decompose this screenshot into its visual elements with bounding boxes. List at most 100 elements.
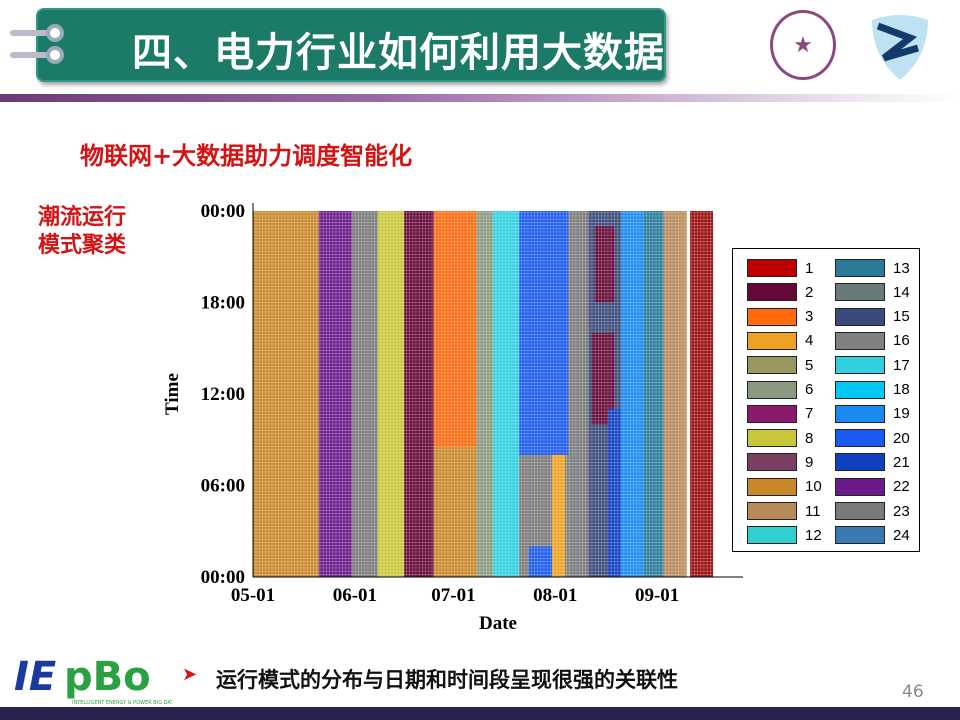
svg-text:IE: IE	[14, 654, 56, 700]
legend-item-15: 15	[835, 306, 910, 328]
legend-swatch	[835, 477, 885, 496]
legend-swatch	[747, 283, 797, 302]
legend-swatch	[747, 259, 797, 277]
side-label-line1: 潮流运行	[38, 205, 127, 230]
legend-item-1: 1	[747, 257, 813, 279]
legend-swatch	[747, 356, 797, 375]
legend-label: 16	[893, 332, 910, 350]
x-tick-label: 05-01	[231, 585, 275, 606]
legend-item-16: 16	[835, 330, 910, 352]
legend-swatch	[835, 453, 885, 472]
svg-text:pBo: pBo	[64, 654, 151, 700]
x-tick-label: 06-01	[333, 585, 377, 606]
legend-item-6: 6	[747, 379, 813, 401]
legend-item-14: 14	[835, 281, 910, 303]
footer-bar	[0, 707, 960, 720]
legend-item-7: 7	[747, 403, 813, 425]
legend-label: 4	[805, 332, 814, 350]
legend-label: 8	[805, 429, 814, 447]
legend-item-13: 13	[835, 257, 910, 279]
legend-swatch	[747, 502, 797, 520]
legend-label: 12	[805, 526, 822, 544]
legend-item-5: 5	[747, 354, 813, 376]
legend-label: 24	[893, 526, 910, 544]
legend-swatch	[835, 259, 885, 277]
legend-swatch	[835, 404, 885, 423]
legend-label: 6	[805, 381, 814, 398]
legend-swatch	[835, 331, 885, 350]
legend-swatch	[835, 526, 885, 545]
legend-swatch	[747, 477, 797, 496]
legend-item-2: 2	[747, 281, 813, 303]
legend-item-22: 22	[835, 476, 910, 498]
page-number: 46	[902, 682, 924, 702]
legend-label: 17	[893, 356, 910, 374]
cluster-heatmap: 05-01 06-01 07-01 08-01 09-01 00:00 06:00 12:00…	[162, 201, 743, 634]
legend-label: 7	[805, 405, 814, 423]
y-tick-label: 00:00	[201, 201, 245, 222]
iepbd-logo: IE pBo INTELLIGENT ENERGY & POWER BIG DA…	[14, 654, 172, 706]
legend-item-4: 4	[747, 330, 813, 352]
legend-label: 18	[893, 381, 910, 398]
y-tick-label: 12:00	[201, 384, 245, 405]
bullet-arrow-icon: ➤	[182, 664, 198, 685]
legend-item-24: 24	[835, 524, 910, 546]
x-axis-label: Date	[479, 613, 517, 634]
legend-label: 20	[893, 429, 910, 447]
legend-label: 21	[893, 453, 910, 471]
legend-item-8: 8	[747, 427, 813, 449]
legend-label: 3	[805, 308, 814, 326]
legend-label: 14	[893, 283, 910, 301]
title-banner: 四、电力行业如何利用大数据	[36, 8, 666, 82]
legend-swatch	[835, 356, 885, 375]
y-tick-label: 18:00	[201, 293, 245, 314]
legend-item-19: 19	[835, 403, 910, 425]
y-tick-label: 06:00	[201, 476, 245, 497]
x-tick-label: 07-01	[431, 585, 475, 606]
shield-logo	[872, 15, 928, 80]
x-tick-label: 09-01	[635, 585, 679, 606]
legend-swatch	[747, 429, 797, 448]
legend-swatch	[835, 283, 885, 302]
legend-item-17: 17	[835, 354, 910, 376]
legend-label: 1	[805, 259, 814, 277]
legend-label: 11	[805, 502, 821, 520]
slide-subtitle: 物联网+大数据助力调度智能化	[80, 142, 413, 170]
legend-swatch	[835, 502, 885, 520]
legend-swatch	[835, 429, 885, 448]
legend-swatch	[747, 380, 797, 399]
legend-swatch	[747, 331, 797, 350]
x-tick-label: 08-01	[533, 585, 577, 606]
legend-item-3: 3	[747, 306, 813, 328]
svg-text:INTELLIGENT ENERGY & POWER BIG: INTELLIGENT ENERGY & POWER BIG DATA	[72, 700, 172, 706]
legend-swatch	[747, 404, 797, 423]
legend-label: 9	[805, 453, 814, 471]
legend-item-21: 21	[835, 451, 910, 473]
legend-item-11: 11	[747, 500, 821, 522]
university-seal-logo: ★	[770, 10, 836, 80]
legend-item-23: 23	[835, 500, 910, 522]
legend-item-18: 18	[835, 379, 910, 401]
y-tick-label: 00:00	[201, 567, 245, 588]
legend-label: 5	[805, 356, 814, 374]
legend-label: 15	[893, 308, 910, 326]
side-label: 潮流运行 模式聚类	[38, 204, 168, 260]
legend-label: 23	[893, 502, 910, 520]
legend-item-20: 20	[835, 427, 910, 449]
legend-swatch	[835, 380, 885, 399]
chart-legend: 1 2 3 4 5 6 7 8 9 10 11 12 13 14 15 16 17 18 19 20 21 22 23 24	[732, 248, 920, 552]
legend-swatch	[747, 526, 797, 545]
legend-item-10: 10	[747, 476, 822, 498]
side-label-line2: 模式聚类	[38, 233, 127, 258]
legend-label: 22	[893, 478, 910, 496]
legend-item-12: 12	[747, 524, 822, 546]
conclusion-text: 运行模式的分布与日期和时间段呈现很强的关联性	[216, 668, 678, 692]
legend-label: 2	[805, 283, 814, 301]
legend-swatch	[835, 307, 885, 326]
y-axis-label: Time	[162, 373, 183, 415]
legend-label: 13	[893, 259, 910, 277]
legend-swatch	[747, 307, 797, 326]
header-divider	[0, 94, 960, 102]
slide-title: 四、电力行业如何利用大数据	[132, 30, 665, 76]
legend-label: 19	[893, 405, 910, 423]
